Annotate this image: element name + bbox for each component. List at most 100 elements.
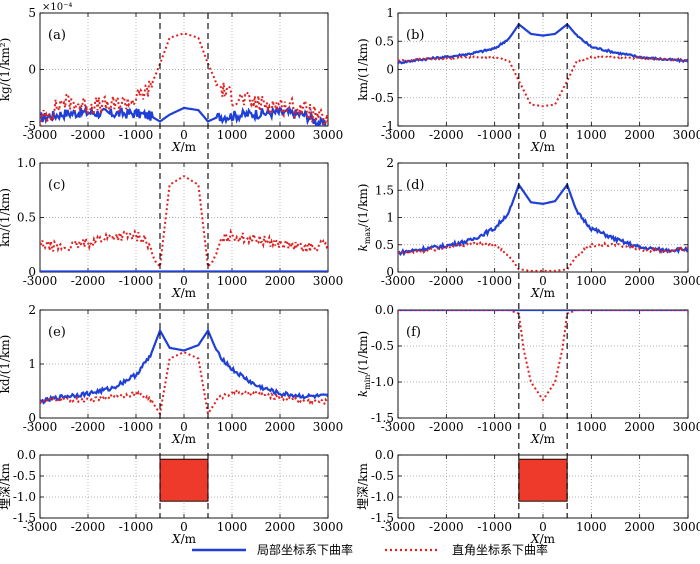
y-axis-label: km/(1/km) bbox=[356, 38, 370, 100]
panel-d: -3000 -2000 -1000 0 1000 2000 3000 0 0.5 1 1.5 2 X/m… bbox=[356, 156, 700, 300]
x-tick-label: 3000 bbox=[313, 520, 344, 534]
anomalous-body bbox=[159, 458, 209, 502]
x-tick-label: -1000 bbox=[477, 274, 512, 288]
y-axis-label: kmin/(1/km) bbox=[356, 331, 372, 397]
series-local-e bbox=[40, 327, 328, 405]
panel-label-b: (b) bbox=[406, 28, 424, 43]
legend-label-local: 局部坐标系下曲率 bbox=[257, 543, 354, 557]
y-tick-label: 0 bbox=[386, 265, 394, 279]
x-tick-label: -2000 bbox=[71, 420, 106, 434]
x-tick-label: 0 bbox=[180, 520, 188, 534]
x-tick-label: 0 bbox=[539, 128, 547, 142]
x-tick-label: -1000 bbox=[477, 420, 512, 434]
panel-model-0: -3000 -2000 -1000 0 1000 2000 3000 -1.5 -1.0 -0.5… bbox=[0, 448, 343, 546]
panel-model-1: -3000 -2000 -1000 0 1000 2000 3000 -1.5 -1.0 -0.5… bbox=[356, 448, 700, 546]
x-tick-label: 3000 bbox=[673, 520, 700, 534]
series-local-b bbox=[398, 22, 688, 65]
x-tick-label: 2000 bbox=[624, 128, 655, 142]
x-axis-label: X/m bbox=[530, 432, 556, 446]
x-tick-label: 1000 bbox=[217, 420, 248, 434]
y-tick-label: 0 bbox=[28, 63, 36, 77]
x-tick-label: -2000 bbox=[429, 274, 464, 288]
x-tick-label: -3000 bbox=[381, 128, 416, 142]
y-axis-label: kd/(1/km) bbox=[0, 335, 12, 394]
x-tick-label: 3000 bbox=[673, 274, 700, 288]
panel-a: -3000 -2000 -1000 0 1000 2000 3000 -5 0 5 X/m kg/(1… bbox=[0, 2, 343, 154]
y-tick-label: -1.5 bbox=[371, 511, 394, 525]
y-tick-label: 1 bbox=[386, 6, 394, 20]
y-tick-label: 5 bbox=[28, 6, 36, 20]
y-tick-label: 0.0 bbox=[375, 303, 394, 317]
x-tick-label: -3000 bbox=[381, 420, 416, 434]
y-tick-label: -1.0 bbox=[13, 490, 36, 504]
panel-label-d: (d) bbox=[406, 178, 424, 193]
x-tick-label: -3000 bbox=[23, 274, 58, 288]
x-axis-label: X/m bbox=[530, 286, 556, 300]
x-tick-label: 3000 bbox=[673, 420, 700, 434]
x-tick-label: 3000 bbox=[313, 274, 344, 288]
y-tick-label: 1 bbox=[28, 357, 36, 371]
y-tick-label: 0.5 bbox=[17, 211, 36, 225]
y-tick-label: 0.5 bbox=[375, 34, 394, 48]
series-local-d bbox=[398, 182, 688, 257]
panel-label-a: (a) bbox=[48, 28, 66, 43]
y-tick-label: -1.5 bbox=[13, 511, 36, 525]
y-tick-label: 0.0 bbox=[375, 448, 394, 462]
y-tick-label: 0 bbox=[28, 265, 36, 279]
legend-line-local bbox=[192, 548, 246, 552]
y-tick-label: -0.5 bbox=[371, 339, 394, 353]
y-tick-label: 1 bbox=[386, 211, 394, 225]
legend-line-cartesian bbox=[385, 548, 439, 552]
x-tick-label: 1000 bbox=[576, 274, 607, 288]
x-tick-label: 0 bbox=[539, 274, 547, 288]
y-tick-label: 0 bbox=[28, 411, 36, 425]
series-cartesian-d bbox=[398, 241, 688, 272]
x-axis-label: X/m bbox=[530, 532, 556, 546]
y-tick-label: -1.0 bbox=[371, 490, 394, 504]
x-tick-label: -3000 bbox=[23, 128, 58, 142]
y-axis-label: kmax/(1/km) bbox=[356, 184, 372, 252]
y-axis-label: 埋深/km bbox=[356, 463, 370, 510]
y-tick-label: 2 bbox=[28, 303, 36, 317]
x-tick-label: 3000 bbox=[673, 128, 700, 142]
x-tick-label: -1000 bbox=[119, 520, 154, 534]
y-tick-label: -5 bbox=[24, 119, 36, 133]
x-axis-label: X/m bbox=[171, 532, 197, 546]
panel-label-f: (f) bbox=[406, 325, 421, 340]
x-axis-label: X/m bbox=[171, 432, 197, 446]
y-tick-label: -0.5 bbox=[371, 91, 394, 105]
y-tick-label: -0.5 bbox=[13, 469, 36, 483]
x-tick-label: 0 bbox=[539, 520, 547, 534]
y-tick-label: 1.5 bbox=[375, 183, 394, 197]
x-tick-label: 1000 bbox=[576, 128, 607, 142]
x-tick-label: 2000 bbox=[265, 128, 296, 142]
x-axis-label: X/m bbox=[171, 140, 197, 154]
series-cartesian-a bbox=[40, 32, 328, 126]
y-tick-label: -1 bbox=[382, 119, 394, 133]
x-tick-label: 3000 bbox=[313, 420, 344, 434]
x-tick-label: -1000 bbox=[477, 520, 512, 534]
x-axis-label: X/m bbox=[171, 286, 197, 300]
y-tick-label: 2 bbox=[386, 156, 394, 170]
y-tick-label: 1.0 bbox=[17, 156, 36, 170]
x-tick-label: 0 bbox=[180, 274, 188, 288]
x-tick-label: -3000 bbox=[23, 420, 58, 434]
y-axis-label: kg/(1/km²) bbox=[0, 38, 12, 102]
y-tick-label: -1.0 bbox=[371, 375, 394, 389]
y-axis-label: 埋深/km bbox=[0, 463, 12, 510]
x-tick-label: 1000 bbox=[576, 420, 607, 434]
series-cartesian-c bbox=[40, 174, 328, 269]
panel-f: -3000 -2000 -1000 0 1000 2000 3000 -1.5 -1.0 -0.5… bbox=[356, 303, 700, 446]
x-tick-label: 2000 bbox=[265, 274, 296, 288]
x-tick-label: 0 bbox=[539, 420, 547, 434]
x-tick-label: 1000 bbox=[217, 274, 248, 288]
anomalous-body bbox=[518, 458, 568, 502]
x-tick-label: -2000 bbox=[429, 520, 464, 534]
x-tick-label: 3000 bbox=[313, 128, 344, 142]
x-axis-label: X/m bbox=[530, 140, 556, 154]
x-tick-label: -3000 bbox=[381, 520, 416, 534]
y-tick-label: -0.5 bbox=[371, 469, 394, 483]
legend: 局部坐标系下曲率 直角坐标系下曲率 bbox=[0, 540, 700, 560]
panel-c: -3000 -2000 -1000 0 1000 2000 3000 0 0.5 1.0 X/m kn… bbox=[0, 156, 343, 300]
